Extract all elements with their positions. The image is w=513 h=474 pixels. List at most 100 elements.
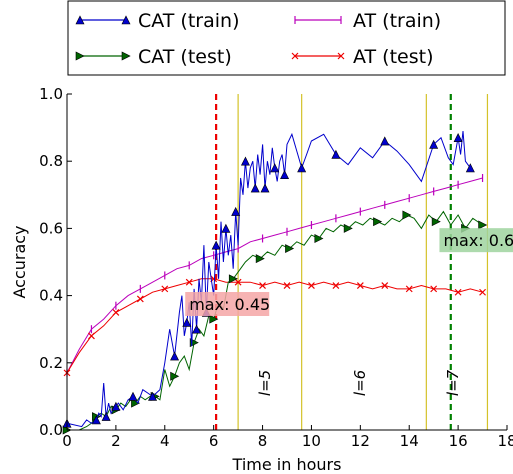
data-point [356, 282, 364, 289]
legend-item-1: CAT (test) [75, 46, 232, 68]
data-point [260, 183, 270, 193]
legend-label: AT (test) [353, 46, 433, 68]
series-3 [63, 275, 486, 377]
axes: 0 2 4 6 8 10 12 14 16 18 0.0 0.2 0.4 0.6 0.8 1.0 [39, 85, 513, 450]
legend-marker [121, 15, 131, 25]
x-tick-label: 14 [400, 432, 419, 450]
data-point [185, 278, 193, 286]
data-point [465, 163, 475, 173]
data-point [270, 163, 280, 173]
legend-marker [337, 52, 345, 60]
data-point [259, 282, 266, 289]
data-point [250, 183, 260, 193]
legend-item-2: AT (train) [294, 10, 441, 32]
data-point [332, 282, 340, 289]
max-label-0: max: 0.45 [189, 295, 270, 314]
legend-marker [291, 52, 299, 60]
x-tick-label: 16 [449, 432, 468, 450]
data-point [454, 288, 462, 296]
data-point [297, 163, 307, 173]
data-point [373, 217, 383, 227]
data-point [211, 240, 221, 250]
data-point [128, 391, 138, 401]
data-point [101, 411, 111, 421]
x-tick-label: 8 [258, 432, 268, 450]
data-point [453, 133, 463, 142]
data-point [112, 308, 120, 316]
x-tick-label: 4 [160, 432, 170, 450]
data-point [231, 206, 241, 216]
series-1 [62, 210, 488, 435]
series-line-3 [66, 278, 483, 374]
data-point [131, 398, 141, 408]
max-box-0 [185, 292, 270, 316]
x-tick-label: 6 [209, 432, 219, 450]
x-tick-label: 12 [351, 432, 370, 450]
data-point [170, 351, 180, 361]
x-tick-label: 2 [111, 432, 121, 450]
x-tick-label: 0 [62, 432, 72, 450]
y-tick-label: 0.4 [39, 287, 63, 305]
data-point [283, 282, 291, 289]
data-point [430, 285, 438, 293]
series-line-2 [66, 177, 483, 374]
y-tick-label: 0.6 [39, 219, 63, 237]
data-point [88, 332, 95, 340]
x-tick-label: 10 [302, 432, 321, 450]
segment-label-4: l=7 [444, 369, 462, 396]
annotations: max: 0.45 max: 0.65 l=5 l=6 l=7 [185, 228, 513, 396]
data-point [192, 324, 202, 334]
data-point [209, 314, 219, 324]
max-label-1: max: 0.65 [443, 231, 513, 250]
series-line-1 [67, 210, 483, 431]
data-point [136, 295, 144, 303]
data-point [170, 371, 180, 381]
y-tick-label: 0.0 [39, 421, 63, 439]
data-point [91, 415, 101, 425]
x-tick-label: 18 [497, 432, 513, 450]
data-point [221, 223, 231, 233]
legend-label: CAT (train) [138, 10, 240, 32]
data-point [255, 254, 265, 264]
legend-item-3: AT (test) [291, 46, 433, 68]
data-point [431, 217, 441, 227]
legend-marker [121, 51, 131, 61]
plot-area [62, 94, 489, 435]
data-point [240, 156, 250, 166]
data-point [308, 282, 315, 289]
segment-label-3: l=6 [351, 370, 369, 396]
series-2 [66, 174, 484, 377]
data-point [280, 169, 290, 179]
data-point [228, 274, 238, 284]
data-point [429, 139, 439, 149]
data-point [148, 391, 158, 401]
legend: CAT (train) CAT (test) AT (train) AT (test) [67, 0, 506, 76]
data-point [381, 282, 389, 289]
legend-label: CAT (test) [138, 46, 232, 68]
y-tick-label: 0.8 [39, 152, 63, 170]
x-axis-title: Time in hours [232, 455, 342, 474]
max-box-1 [439, 228, 513, 253]
data-point [331, 149, 341, 159]
segment-label-2: l=5 [256, 370, 274, 396]
data-point [285, 244, 295, 254]
legend-marker [75, 51, 85, 61]
data-point [478, 220, 488, 230]
data-point [234, 278, 242, 286]
data-point [314, 233, 324, 243]
data-point [161, 285, 169, 293]
data-point [405, 285, 413, 293]
y-tick-label: 1.0 [39, 85, 63, 103]
data-point [111, 401, 121, 411]
legend-marker [75, 15, 85, 25]
legend-box [67, 0, 506, 76]
y-tick-label: 0.2 [39, 354, 63, 372]
legend-item-0: CAT (train) [75, 10, 240, 32]
legend-label: AT (train) [353, 10, 441, 32]
data-point [182, 317, 192, 327]
data-point [343, 223, 353, 233]
data-point [479, 288, 486, 296]
y-axis-title: Accuracy [10, 225, 29, 298]
data-point [380, 136, 390, 146]
